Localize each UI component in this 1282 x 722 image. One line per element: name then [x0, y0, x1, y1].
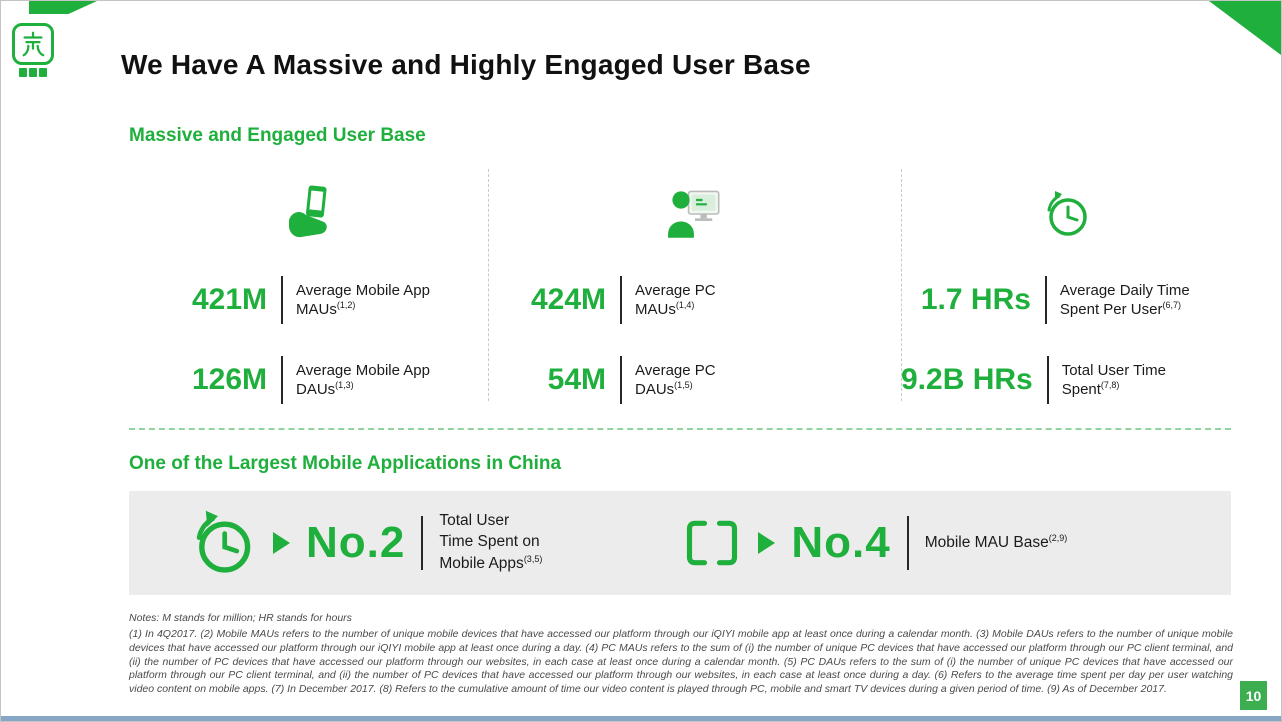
- column-divider: [488, 169, 489, 401]
- stat-value: 421M: [191, 283, 267, 316]
- column-divider: [901, 169, 902, 401]
- corner-accent-right: [1209, 1, 1281, 55]
- stat-row: 126M Average Mobile App DAUs(1,3): [129, 349, 488, 411]
- rank-value: No.4: [791, 518, 891, 567]
- stat-label: Average PC DAUs(1,5): [635, 361, 716, 399]
- rankings-heading: One of the Largest Mobile Applications i…: [129, 453, 562, 474]
- stat-row: 424M Average PC MAUs(1,4): [488, 269, 901, 331]
- rank-value: No.2: [306, 518, 406, 567]
- stat-separator: [620, 276, 622, 324]
- footnote-ref: (2,9): [1048, 532, 1068, 543]
- stats-columns: 421M Average Mobile App MAUs(1,2) 126M Av…: [129, 163, 1231, 411]
- stat-label: Average Mobile App DAUs(1,3): [296, 361, 430, 399]
- footnote-ref: (6,7): [1162, 300, 1181, 310]
- iqiyi-logo-icon: [12, 23, 54, 65]
- footnotes-body: (1) In 4Q2017. (2) Mobile MAUs refers to…: [129, 627, 1233, 696]
- stat-separator: [281, 276, 283, 324]
- slide-title: We Have A Massive and Highly Engaged Use…: [121, 49, 811, 80]
- arrow-right-icon: [273, 532, 290, 554]
- corner-accent-left: [29, 1, 97, 14]
- stat-value: 54M: [547, 363, 606, 396]
- footnote-ref: (1,4): [675, 300, 695, 310]
- footnote-ref: (3,5): [523, 553, 543, 564]
- rank-separator: [421, 516, 424, 570]
- footnotes-intro: Notes: M stands for million; HR stands f…: [129, 612, 352, 624]
- stat-separator: [1044, 276, 1047, 324]
- section-divider: [129, 428, 1231, 430]
- pc-user-icon: [488, 163, 901, 241]
- iqiyi-logo-wordmark: [9, 68, 57, 77]
- user-base-heading: Massive and Engaged User Base: [129, 125, 426, 146]
- clock-circular-arrow-icon: [187, 508, 257, 578]
- stat-row: 9.2B HRs Total User Time Spent(7,8): [901, 349, 1231, 411]
- stat-value: 1.7 HRs: [920, 283, 1031, 316]
- bottom-edge-strip: [1, 716, 1281, 721]
- footnote-ref: (1,3): [335, 380, 354, 390]
- time-stats-column: 1.7 HRs Average Daily Time Spent Per User…: [901, 163, 1231, 411]
- stat-separator: [281, 356, 283, 404]
- rank-label: Mobile MAU Base(2,9): [924, 532, 1068, 552]
- stat-value: 9.2B HRs: [901, 363, 1033, 396]
- stat-label: Average Daily Time Spent Per User(6,7): [1059, 281, 1190, 319]
- footnotes: Notes: M stands for million; HR stands f…: [129, 612, 1233, 697]
- stat-label: Total User Time Spent(7,8): [1061, 361, 1166, 399]
- footnote-ref: (1,5): [674, 380, 693, 390]
- mobile-stats-column: 421M Average Mobile App MAUs(1,2) 126M Av…: [129, 163, 488, 411]
- stat-row: 54M Average PC DAUs(1,5): [488, 349, 901, 411]
- stat-row: 421M Average Mobile App MAUs(1,2): [129, 269, 488, 331]
- rank-label: Total User Time Spent on Mobile Apps(3,5): [439, 512, 543, 573]
- ranking-item-mau-base: No.4 Mobile MAU Base(2,9): [682, 516, 1067, 570]
- footnote-ref: (1,2): [336, 300, 356, 310]
- ranking-item-time-spent: No.2 Total User Time Spent on Mobile Apps(…: [187, 508, 542, 578]
- rank-separator: [906, 516, 909, 570]
- stat-value: 424M: [530, 283, 606, 316]
- arrow-right-icon: [758, 532, 776, 554]
- stat-label: Average Mobile App MAUs(1,2): [296, 281, 430, 319]
- page-number-badge: 10: [1240, 681, 1267, 710]
- footnote-ref: (7,8): [1100, 380, 1120, 390]
- stat-separator: [620, 356, 622, 404]
- stat-value: 126M: [191, 363, 267, 396]
- iqiyi-logo: [9, 23, 57, 77]
- pc-stats-column: 424M Average PC MAUs(1,4) 54M Average PC D…: [488, 163, 901, 411]
- stat-separator: [1046, 356, 1049, 404]
- rankings-band: No.2 Total User Time Spent on Mobile Apps(…: [129, 491, 1231, 595]
- clock-icon: [901, 163, 1231, 241]
- stat-row: 1.7 HRs Average Daily Time Spent Per User…: [901, 269, 1231, 331]
- mobile-phone-outline-icon: [682, 517, 742, 569]
- mobile-app-hand-icon: [129, 163, 488, 241]
- stat-label: Average PC MAUs(1,4): [635, 281, 716, 319]
